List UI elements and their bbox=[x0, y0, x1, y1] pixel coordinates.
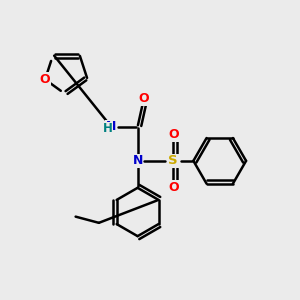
Text: S: S bbox=[168, 154, 178, 167]
Text: N: N bbox=[132, 154, 143, 167]
Text: O: O bbox=[168, 181, 178, 194]
Text: N: N bbox=[106, 120, 116, 133]
Text: O: O bbox=[40, 73, 50, 86]
Text: O: O bbox=[168, 128, 178, 141]
Text: H: H bbox=[103, 122, 112, 135]
Text: O: O bbox=[139, 92, 149, 105]
